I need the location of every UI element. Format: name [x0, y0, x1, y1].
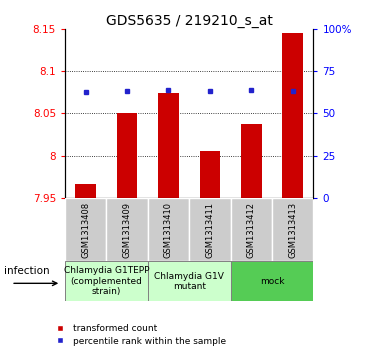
Text: Chlamydia G1TEPP
(complemented
strain): Chlamydia G1TEPP (complemented strain) — [63, 266, 149, 296]
Bar — [65, 261, 148, 301]
Text: GSM1313409: GSM1313409 — [122, 201, 132, 258]
Bar — [231, 261, 313, 301]
Title: GDS5635 / 219210_s_at: GDS5635 / 219210_s_at — [106, 14, 273, 28]
Bar — [158, 93, 179, 198]
Text: GSM1313408: GSM1313408 — [81, 201, 90, 258]
Text: mock: mock — [260, 277, 284, 286]
Bar — [272, 198, 313, 261]
Bar — [148, 261, 231, 301]
Bar — [75, 184, 96, 198]
Bar — [65, 198, 106, 261]
Bar — [117, 113, 137, 198]
Bar — [231, 198, 272, 261]
Bar — [106, 198, 148, 261]
Bar — [200, 151, 220, 198]
Text: GSM1313413: GSM1313413 — [288, 201, 297, 258]
Bar — [282, 33, 303, 198]
Bar — [148, 198, 189, 261]
Bar — [241, 123, 262, 198]
Text: GSM1313410: GSM1313410 — [164, 201, 173, 258]
Bar — [189, 198, 231, 261]
Text: Chlamydia G1V
mutant: Chlamydia G1V mutant — [154, 272, 224, 291]
Text: GSM1313411: GSM1313411 — [206, 201, 214, 258]
Text: infection: infection — [4, 266, 49, 276]
Legend: transformed count, percentile rank within the sample: transformed count, percentile rank withi… — [51, 324, 226, 346]
Text: GSM1313412: GSM1313412 — [247, 201, 256, 258]
